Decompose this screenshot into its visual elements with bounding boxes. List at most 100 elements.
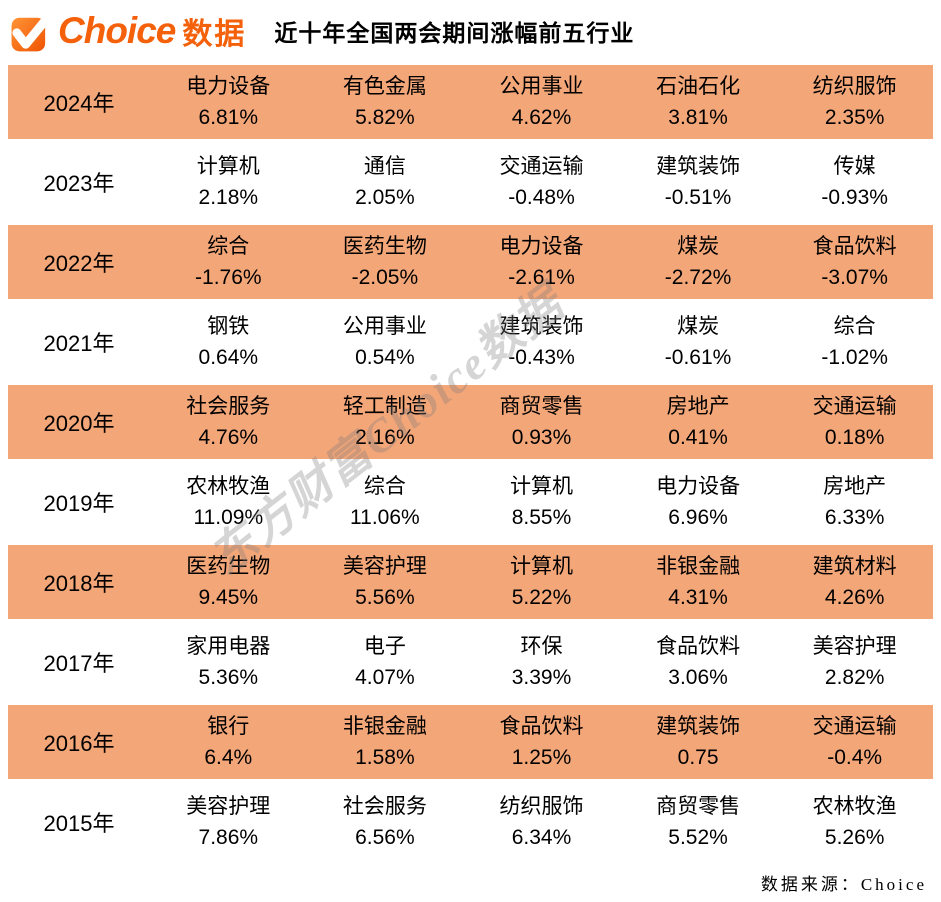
table-row-2018: 2018年 医药生物 9.45% 美容护理 5.56% 计算机 5.22% 非银金融 4.31%… — [8, 542, 933, 622]
year-label: 2020年 — [43, 411, 115, 436]
industry-cell: 电力设备 6.81% — [150, 65, 307, 139]
industry-cell: 石油石化 3.81% — [620, 65, 777, 139]
industry-change: 5.26% — [824, 826, 885, 849]
industry-change: 4.07% — [355, 666, 415, 689]
industry-name: 纺织服饰 — [499, 795, 584, 818]
industry-name: 美容护理 — [342, 555, 427, 578]
choice-logo: Choice 数据 — [8, 6, 246, 56]
industry-name: 环保 — [520, 635, 563, 658]
year-label: 2015年 — [43, 811, 115, 836]
industry-cell: 煤炭 -2.72% — [620, 225, 777, 299]
industry-cell: 非银金融 1.58% — [307, 705, 464, 779]
industry-cell: 房地产 6.33% — [776, 462, 933, 542]
industry-name: 煤炭 — [677, 235, 720, 258]
year-label: 2021年 — [43, 331, 115, 356]
industry-change: 2.35% — [824, 106, 885, 129]
industry-cell: 农林牧渔 11.09% — [150, 462, 307, 542]
industry-cell: 交通运输 0.18% — [776, 385, 933, 459]
year-label: 2016年 — [43, 731, 115, 756]
industry-change: 5.82% — [355, 106, 415, 129]
year-label: 2022年 — [43, 251, 115, 276]
industry-name: 农林牧渔 — [186, 475, 271, 498]
industry-name: 食品饮料 — [812, 235, 897, 258]
industry-name: 商贸零售 — [499, 395, 584, 418]
industry-change: 6.96% — [668, 506, 728, 529]
industry-name: 石油石化 — [656, 75, 741, 98]
table-row-2020: 2020年 社会服务 4.76% 轻工制造 2.16% 商贸零售 0.93% 房地产 0.41%… — [8, 382, 933, 462]
industry-cell: 有色金属 5.82% — [307, 65, 464, 139]
industry-name: 计算机 — [196, 155, 260, 178]
industry-name: 计算机 — [509, 555, 573, 578]
industry-name: 电力设备 — [656, 475, 741, 498]
industry-change: -3.07% — [821, 266, 888, 289]
industry-name: 电子 — [363, 635, 406, 658]
industry-cell: 电力设备 -2.61% — [463, 225, 620, 299]
industry-name: 建筑装饰 — [656, 155, 741, 178]
year-label: 2024年 — [43, 91, 115, 116]
industry-change: 11.06% — [350, 506, 420, 529]
year-label: 2023年 — [43, 171, 115, 196]
industry-change: 5.56% — [355, 586, 415, 609]
brand-suffix: 数据 — [182, 18, 247, 51]
industry-name: 食品饮料 — [656, 635, 741, 658]
industry-name: 交通运输 — [499, 155, 584, 178]
industry-change: 6.34% — [511, 826, 572, 849]
industry-change: 5.52% — [668, 826, 728, 849]
industry-change: -0.93% — [821, 186, 888, 209]
industry-name: 美容护理 — [186, 795, 271, 818]
industry-cell: 美容护理 7.86% — [150, 782, 307, 862]
industry-name: 非银金融 — [656, 555, 741, 578]
industry-change: 0.41% — [668, 426, 728, 449]
industry-change: 4.31% — [668, 586, 728, 609]
industry-gain-table: 2024年 电力设备 6.81% 有色金属 5.82% 公用事业 4.62% 石油石化 3.81… — [0, 62, 941, 862]
year-label: 2017年 — [43, 651, 115, 676]
industry-name: 建筑材料 — [812, 555, 897, 578]
industry-cell: 建筑材料 4.26% — [776, 545, 933, 619]
header-bar: Choice 数据 近十年全国两会期间涨幅前五行业 — [0, 0, 941, 62]
industry-name: 煤炭 — [677, 315, 720, 338]
year-label: 2018年 — [43, 571, 115, 596]
industry-name: 食品饮料 — [499, 715, 584, 738]
table-row-2021: 2021年 钢铁 0.64% 公用事业 0.54% 建筑装饰 -0.43% 煤炭 -0.61% 综… — [8, 302, 933, 382]
industry-change: 6.56% — [355, 826, 415, 849]
industry-cell: 环保 3.39% — [463, 622, 620, 702]
industry-change: 4.76% — [198, 426, 259, 449]
industry-name: 房地产 — [823, 475, 887, 498]
table-row-2015: 2015年 美容护理 7.86% 社会服务 6.56% 纺织服饰 6.34% 商贸零售 5.52… — [8, 782, 933, 862]
choice-checkmark-icon — [8, 6, 55, 56]
industry-cell: 电子 4.07% — [307, 622, 464, 702]
industry-cell: 食品饮料 -3.07% — [776, 225, 933, 299]
industry-name: 建筑装饰 — [499, 315, 584, 338]
industry-change: 1.58% — [355, 746, 415, 769]
industry-change: 0.18% — [824, 426, 885, 449]
table-row-2017: 2017年 家用电器 5.36% 电子 4.07% 环保 3.39% 食品饮料 3.06% 美容护… — [8, 622, 933, 702]
industry-change: 9.45% — [198, 586, 259, 609]
industry-name: 传媒 — [833, 155, 876, 178]
industry-change: 2.18% — [198, 186, 259, 209]
table-row-2023: 2023年 计算机 2.18% 通信 2.05% 交通运输 -0.48% 建筑装饰 -0.51%… — [8, 142, 933, 222]
industry-cell: 医药生物 -2.05% — [307, 225, 464, 299]
industry-change: 1.25% — [511, 746, 572, 769]
industry-cell: 电力设备 6.96% — [620, 462, 777, 542]
industry-change: 2.05% — [355, 186, 415, 209]
industry-cell: 社会服务 6.56% — [307, 782, 464, 862]
industry-change: -2.72% — [664, 266, 732, 289]
industry-name: 建筑装饰 — [656, 715, 741, 738]
industry-change: -0.51% — [664, 186, 732, 209]
industry-cell: 房地产 0.41% — [620, 385, 777, 459]
industry-cell: 轻工制造 2.16% — [307, 385, 464, 459]
industry-cell: 综合 -1.02% — [776, 302, 933, 382]
industry-change: 2.82% — [824, 666, 885, 689]
industry-cell: 建筑装饰 0.75 — [620, 705, 777, 779]
industry-change: -0.48% — [508, 186, 575, 209]
industry-name: 综合 — [833, 315, 876, 338]
industry-name: 社会服务 — [186, 395, 271, 418]
page-title: 近十年全国两会期间涨幅前五行业 — [274, 20, 635, 46]
industry-name: 美容护理 — [812, 635, 897, 658]
table-row-2022: 2022年 综合 -1.76% 医药生物 -2.05% 电力设备 -2.61% 煤炭 -2.72… — [8, 222, 933, 302]
industry-change: 0.93% — [511, 426, 572, 449]
industry-name: 交通运输 — [812, 395, 897, 418]
industry-cell: 纺织服饰 6.34% — [463, 782, 620, 862]
industry-change: -1.02% — [821, 346, 888, 369]
industry-cell: 通信 2.05% — [307, 142, 464, 222]
